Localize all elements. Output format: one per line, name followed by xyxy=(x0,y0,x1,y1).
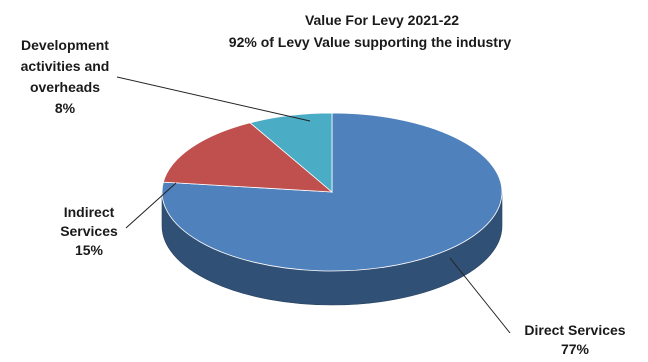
chart-subtitle: 92% of Levy Value supporting the industr… xyxy=(229,34,512,50)
leader-line-0 xyxy=(449,257,511,334)
slice-label-2: Development activities and overheads 8% xyxy=(21,37,110,116)
pie-slice-2 xyxy=(249,112,333,193)
leader-line-2 xyxy=(116,76,311,122)
slice-label-line: Direct Services xyxy=(524,322,625,338)
slice-label-line: Development xyxy=(21,37,109,53)
leader-line-1 xyxy=(125,182,177,229)
data-labels: Direct Services 77% Indirect Services 15% Dev… xyxy=(21,37,626,357)
slice-value-label: 15% xyxy=(75,242,104,258)
pie-slice-0 xyxy=(161,112,503,272)
slice-label-line: overheads xyxy=(30,79,100,95)
slice-label-line: Services xyxy=(60,223,118,239)
slice-label-line: Indirect xyxy=(64,204,115,220)
pie-tops xyxy=(161,112,503,272)
chart-title: Value For Levy 2021-22 xyxy=(305,12,459,28)
slice-label-line: activities and xyxy=(21,58,110,74)
slice-label-0: Direct Services 77% xyxy=(524,322,625,357)
slice-label-1: Indirect Services 15% xyxy=(60,204,118,258)
leader-lines xyxy=(116,76,511,334)
pie-slice-1 xyxy=(162,122,334,193)
slice-value-label: 77% xyxy=(561,341,590,357)
slice-value-label: 8% xyxy=(55,100,76,116)
